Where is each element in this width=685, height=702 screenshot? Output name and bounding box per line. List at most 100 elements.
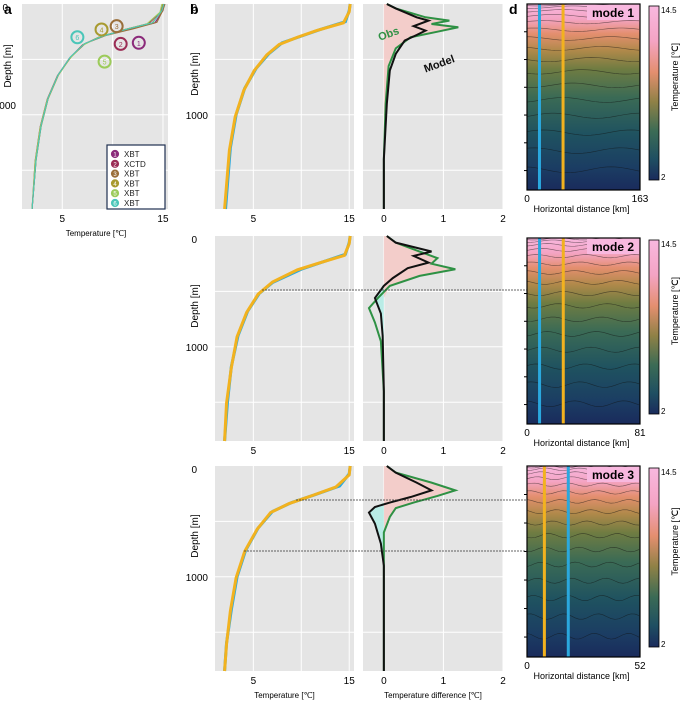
b-xtick-15: 15 (344, 214, 356, 225)
panel-a-ylabel: Depth [m] (3, 44, 14, 88)
d-isotherm (526, 270, 640, 275)
c-xlabel: Temperature difference [℃] (384, 691, 482, 700)
panel-d-mode-2: mode 2 0 81 Horizontal distance [km] 14.5 2 Te… (524, 237, 680, 448)
legend-label-6: XBT (124, 199, 140, 208)
panel-label-d: d (509, 1, 518, 17)
c-obs-profile (367, 235, 456, 441)
d-isotherm (526, 57, 640, 62)
d-colorbar-label: Temperature [℃] (670, 43, 680, 111)
legend-marker-2 (110, 159, 120, 168)
b-xtick-5: 5 (251, 446, 257, 457)
legend-number-1: 1 (113, 153, 117, 159)
d-mode-label-bg (587, 467, 639, 482)
a-station-number: 4 (100, 27, 104, 34)
legend-label-4: XBT (124, 179, 140, 188)
legend-number-5: 5 (113, 192, 117, 198)
panel-label-b: b (190, 1, 199, 17)
d-xlabel: Horizontal distance [km] (533, 438, 629, 448)
c-xtick-1: 1 (441, 446, 447, 457)
panel-a-ytick-1000: 1000 (0, 101, 16, 112)
b-ytick-0: 0 (191, 465, 197, 476)
d-isotherm (526, 546, 640, 553)
a-station-circle (94, 22, 109, 37)
d-isotherm (526, 280, 640, 285)
d-colorbar-max: 14.5 (661, 240, 677, 249)
d-frame (526, 465, 641, 658)
d-mode-label: mode 2 (592, 240, 634, 254)
d-isotherm (526, 166, 640, 173)
c-xtick-1: 1 (441, 676, 447, 687)
d-isotherm (526, 331, 640, 337)
c-xtick-2: 2 (500, 676, 506, 687)
panel-a: 0 1000 Depth [m] 5 1 5 Temperature [℃] 1 2… (0, 3, 169, 238)
d-isotherm (526, 490, 640, 495)
panel-b-plot-area (215, 466, 354, 671)
d-isotherm (526, 97, 640, 103)
d-frame (526, 237, 641, 425)
b-ytick-0: 0 (191, 3, 197, 14)
d-mode-label: mode 3 (592, 468, 634, 482)
c-negative-shading (368, 466, 384, 671)
panel-a-xtick-5: 5 (59, 214, 65, 225)
d-isotherm (526, 533, 640, 539)
a-station-number: 5 (103, 60, 107, 67)
a-station-circle (131, 35, 146, 50)
c-xtick-0: 0 (381, 676, 387, 687)
d-xtick-max: 52 (634, 661, 646, 672)
legend-marker-5 (110, 189, 120, 198)
c-positive-shading (383, 466, 456, 671)
d-isotherm (526, 82, 640, 88)
legend-marker-3 (110, 169, 120, 178)
d-colorbar (648, 467, 660, 648)
legend-label-1: XBT (124, 150, 140, 159)
panel-label-a: a (4, 1, 12, 17)
panel-a-xlabel: Temperature [℃] (66, 229, 127, 238)
d-mode-label-bg (587, 5, 639, 20)
legend-label-3: XBT (124, 170, 140, 179)
d-isotherm (526, 254, 640, 259)
c-xtick-1: 1 (441, 214, 447, 225)
d-mode-label: mode 1 (592, 6, 634, 20)
a-station-number: 2 (119, 42, 123, 49)
d-isotherm (526, 291, 640, 296)
c-model-profile (382, 3, 432, 209)
b-ylabel: Depth [m] (190, 284, 201, 328)
legend-number-6: 6 (113, 202, 117, 208)
panel-a-profiles (31, 3, 166, 210)
b-xtick-5: 5 (251, 676, 257, 687)
d-colorbar-label: Temperature [℃] (670, 277, 680, 345)
row-2: 0 1000 Depth [m] 5 15 0 1 2 (186, 235, 506, 457)
d-isotherm (526, 27, 640, 32)
c-model-profile (373, 235, 432, 441)
b-ylabel: Depth [m] (190, 52, 201, 96)
d-isotherm (526, 237, 640, 241)
legend-marker-4 (110, 179, 120, 188)
d-isotherm (526, 509, 640, 514)
d-isotherm (526, 303, 640, 309)
d-xtick-0: 0 (524, 428, 530, 439)
legend-label-2: XCTD (124, 160, 146, 169)
d-isotherm (526, 69, 640, 75)
a-station-number: 1 (137, 41, 141, 48)
d-isotherm (526, 482, 640, 487)
panel-d-mode-3: mode 3 0 52 Horizontal distance [km] 14.5 2 Te… (524, 465, 680, 681)
d-xlabel: Horizontal distance [km] (533, 204, 629, 214)
d-temperature-field (527, 4, 640, 190)
d-isotherm (526, 577, 640, 584)
a-station-number: 6 (75, 35, 79, 42)
d-xtick-max: 163 (632, 194, 649, 205)
b-model-profile (223, 235, 352, 442)
b-xtick-15: 15 (344, 676, 356, 687)
a-station-circle (70, 30, 85, 45)
c-xtick-2: 2 (500, 446, 506, 457)
c-model-profile (367, 465, 435, 671)
b-ytick-1000: 1000 (186, 111, 209, 122)
d-isotherm (526, 613, 640, 620)
a-station-circle (109, 19, 124, 34)
b-xtick-15: 15 (344, 446, 356, 457)
d-mode-label-bg (587, 239, 639, 254)
legend-number-4: 4 (113, 182, 117, 188)
panel-a-ytick-0: 0 (2, 3, 8, 14)
c-positive-shading (383, 4, 459, 209)
